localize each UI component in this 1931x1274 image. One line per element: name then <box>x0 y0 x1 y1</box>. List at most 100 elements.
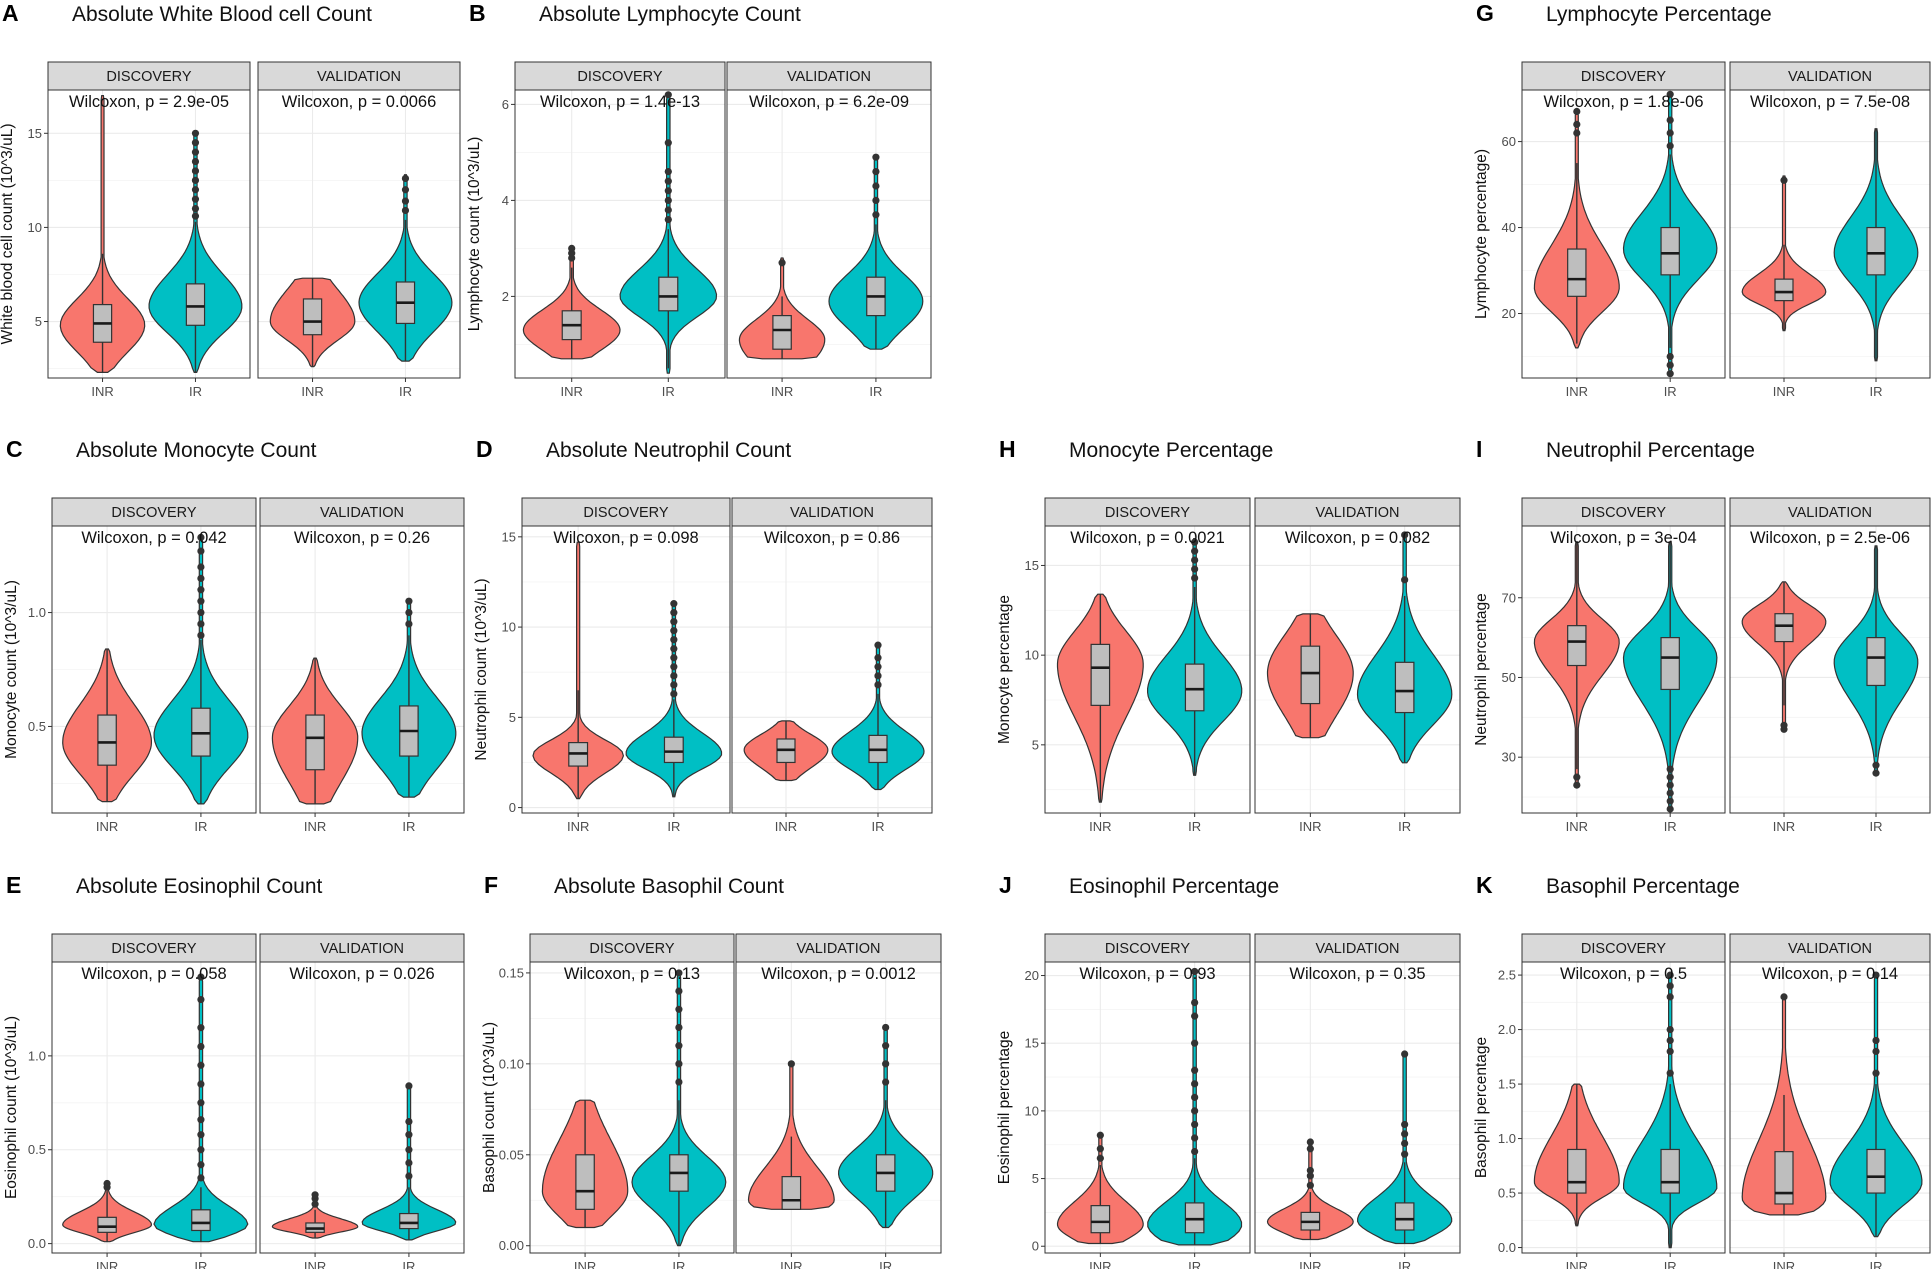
facet-panel-border <box>726 89 932 379</box>
wilcoxon-p-value: Wilcoxon, p = 0.058 <box>81 965 226 983</box>
x-tick-label: INR <box>91 384 113 399</box>
outlier-point <box>1666 982 1674 990</box>
outlier-point <box>670 681 678 689</box>
outlier-point <box>405 1146 413 1154</box>
facet-validation: VALIDATION Wilcoxon, p = 6.2e-09 INR IR <box>726 61 932 399</box>
outlier-point <box>197 533 205 541</box>
x-tick-label: IR <box>399 384 412 399</box>
facet-panel-border <box>1729 961 1931 1254</box>
y-tick-label: 5 <box>35 314 42 329</box>
outlier-point <box>1666 370 1674 378</box>
y-tick-label: 15 <box>1025 558 1039 573</box>
outlier-point <box>401 186 410 194</box>
facet-panel-border <box>51 525 257 814</box>
y-tick-label: 15 <box>1025 1036 1039 1051</box>
outlier-point <box>670 690 678 698</box>
y-tick-label: 5 <box>1032 1171 1039 1186</box>
outlier-point <box>872 211 880 219</box>
y-tick-label: 60 <box>1502 134 1516 149</box>
outlier-point <box>568 244 576 252</box>
y-tick-label: 6 <box>502 97 509 112</box>
outlier-point <box>670 609 678 617</box>
x-tick-label: IR <box>1870 384 1883 399</box>
outlier-point <box>1666 789 1674 797</box>
outlier-point <box>1573 781 1581 789</box>
outlier-point <box>197 620 205 628</box>
outlier-point <box>778 259 786 267</box>
outlier-point <box>405 1172 413 1180</box>
facet-strip-label: DISCOVERY <box>577 69 662 85</box>
facet-panel-border <box>1254 961 1461 1254</box>
outlier-point <box>670 627 678 635</box>
box-inr <box>1090 643 1111 706</box>
facet-validation: VALIDATION Wilcoxon, p = 0.026 INR IR <box>259 933 465 1274</box>
facet-strip <box>521 497 731 527</box>
outlier-point <box>1666 90 1674 98</box>
box-inr <box>1567 248 1587 297</box>
box-ir <box>1866 637 1886 687</box>
outlier-point <box>670 654 678 662</box>
x-tick-label: INR <box>1566 1259 1588 1269</box>
outlier-point <box>1306 1166 1314 1175</box>
y-tick-label: 1.5 <box>1498 1077 1516 1092</box>
outlier-point <box>1401 576 1409 584</box>
outlier-point <box>1191 1120 1199 1129</box>
facet-strip <box>1521 933 1726 963</box>
outlier-point <box>675 969 683 977</box>
wilcoxon-p-value: Wilcoxon, p = 0.26 <box>294 529 430 547</box>
y-tick-label: 0.10 <box>499 1056 524 1071</box>
wilcoxon-p-value: Wilcoxon, p = 7.5e-08 <box>1750 93 1910 111</box>
outlier-point <box>405 1082 413 1090</box>
facet-validation: VALIDATION Wilcoxon, p = 0.86 INR IR <box>731 497 933 834</box>
y-axis-label: Monocyte count (10^3/uL) <box>3 580 20 759</box>
outlier-point <box>1191 1107 1199 1115</box>
box-ir <box>1866 1148 1886 1194</box>
facet-panel-border <box>1521 525 1726 814</box>
facet-strip <box>47 61 251 91</box>
x-tick-label: INR <box>1566 384 1588 399</box>
y-axis-label: Eosinophil percentage <box>996 1031 1013 1184</box>
wilcoxon-p-value: Wilcoxon, p = 2.9e-05 <box>69 93 229 111</box>
outlier-point <box>405 1159 413 1167</box>
box-inr <box>575 1154 595 1210</box>
outlier-point <box>1191 999 1199 1007</box>
panel-d: D Absolute Neutrophil Count Neutrophil cou… <box>473 436 933 834</box>
box-inr <box>1774 1151 1794 1205</box>
facet-strip-label: VALIDATION <box>1788 69 1872 85</box>
wilcoxon-p-value: Wilcoxon, p = 0.86 <box>764 529 900 547</box>
outlier-point <box>670 672 678 680</box>
y-tick-label: 10 <box>28 220 42 235</box>
outlier-point <box>1306 1145 1314 1153</box>
outlier-point <box>197 574 205 582</box>
outlier-point <box>872 153 880 161</box>
y-tick-label: 2.5 <box>1498 968 1516 983</box>
wilcoxon-p-value: Wilcoxon, p = 1.8e-06 <box>1543 93 1703 111</box>
outlier-point <box>882 1042 890 1050</box>
outlier-point <box>405 1117 413 1126</box>
y-tick-label: 20 <box>1025 968 1039 983</box>
facet-strip <box>735 933 942 963</box>
panel-title: Absolute Basophil Count <box>554 875 784 898</box>
box-ir <box>658 276 679 312</box>
outlier-point <box>191 148 200 156</box>
y-tick-label: 50 <box>1502 670 1516 685</box>
x-tick-label: IR <box>1870 1259 1883 1269</box>
facet-discovery: DISCOVERY Wilcoxon, p = 2.9e-05 INR IR <box>47 61 251 399</box>
x-tick-label: IR <box>1870 819 1883 834</box>
box-ir <box>1184 663 1205 712</box>
outlier-point <box>874 663 882 671</box>
facet-discovery: DISCOVERY Wilcoxon, p = 0.0021 INR IR <box>1044 497 1251 834</box>
outlier-point <box>197 973 205 981</box>
facet-panel-border <box>259 525 465 814</box>
outlier-point <box>1573 120 1581 128</box>
panel-title: Absolute Monocyte Count <box>76 439 317 462</box>
panel-e: E Absolute Eosinophil Count Eosinophil cou… <box>3 872 465 1274</box>
x-tick-label: INR <box>96 819 118 834</box>
outlier-point <box>1666 352 1674 361</box>
facet-strip-label: DISCOVERY <box>583 505 668 521</box>
panel-letter: K <box>1476 872 1493 898</box>
outlier-point <box>1306 1181 1314 1189</box>
facet-validation: VALIDATION Wilcoxon, p = 0.0066 INR IR <box>257 61 461 399</box>
x-tick-label: IR <box>189 384 202 399</box>
